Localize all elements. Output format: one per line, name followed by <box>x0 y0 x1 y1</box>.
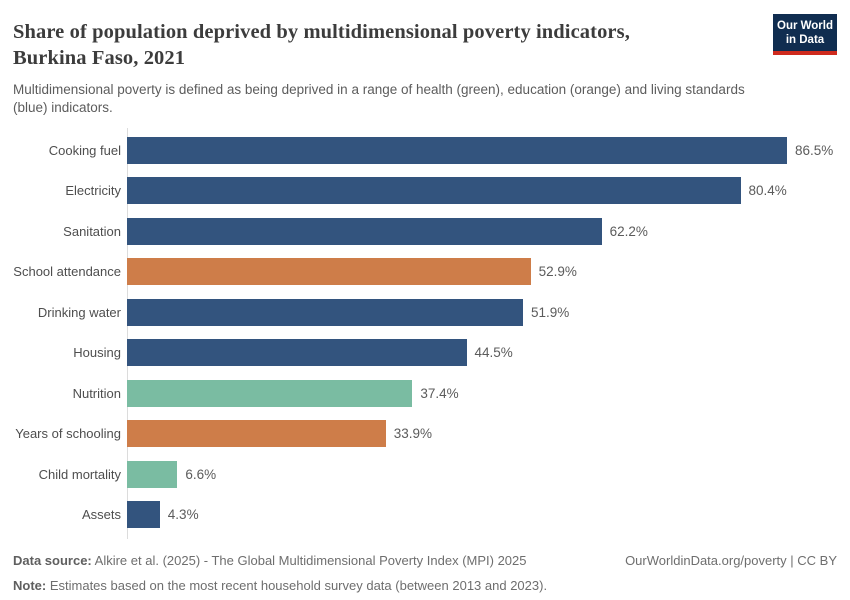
bar-label: School attendance <box>13 264 121 280</box>
owid-logo-line1: Our World <box>777 20 834 32</box>
note-line: Note: Estimates based on the most recent… <box>13 573 837 598</box>
bar-value: 51.9% <box>531 304 570 320</box>
chart-header: Share of population deprived by multidim… <box>0 0 850 117</box>
note-label: Note: <box>13 578 47 593</box>
bar-value: 80.4% <box>748 183 787 199</box>
bar-row: Drinking water 51.9% <box>0 292 850 333</box>
data-source-text: Alkire et al. (2025) - The Global Multid… <box>94 553 527 568</box>
bar-row: Nutrition 37.4% <box>0 373 850 414</box>
chart-subtitle-line2: (blue) indicators. <box>13 100 113 115</box>
y-axis-line <box>127 128 128 539</box>
data-source-line: Data source: Alkire et al. (2025) - The … <box>13 548 527 573</box>
bar-area: 86.5% <box>127 136 850 164</box>
bar[interactable] <box>127 501 160 529</box>
bar[interactable] <box>127 217 602 245</box>
bar-area: 33.9% <box>127 420 850 448</box>
bar-label: Sanitation <box>63 223 121 239</box>
bar-area: 44.5% <box>127 339 850 367</box>
owid-logo[interactable]: Our World in Data <box>773 14 837 55</box>
bar-value: 37.4% <box>420 385 459 401</box>
bar-area: 62.2% <box>127 217 850 245</box>
bar-label: Child mortality <box>38 466 121 482</box>
footer-source-row: Data source: Alkire et al. (2025) - The … <box>13 548 837 573</box>
bar[interactable] <box>127 258 531 286</box>
bar-value: 52.9% <box>538 264 577 280</box>
bar-label: Assets <box>81 507 121 523</box>
bar-value: 44.5% <box>474 345 513 361</box>
bar-row: Sanitation 62.2% <box>0 211 850 252</box>
bar[interactable] <box>127 298 523 326</box>
bar[interactable] <box>127 420 386 448</box>
bar[interactable] <box>127 177 741 205</box>
bar-label: Years of schooling <box>15 426 121 442</box>
header-titles: Share of population deprived by multidim… <box>13 14 745 117</box>
bar[interactable] <box>127 136 787 164</box>
bar[interactable] <box>127 460 178 488</box>
bar-value: 62.2% <box>609 223 648 239</box>
bar-row: Child mortality 6.6% <box>0 454 850 495</box>
bar-label: Nutrition <box>72 385 121 401</box>
bar-area: 4.3% <box>127 501 850 529</box>
bar-rows: Cooking fuel 86.5% Electricity 80.4% San… <box>0 130 850 535</box>
bar-area: 51.9% <box>127 298 850 326</box>
bar-row: Assets 4.3% <box>0 495 850 536</box>
bar[interactable] <box>127 339 467 367</box>
bar-label: Housing <box>73 345 121 361</box>
bar-value: 33.9% <box>393 426 432 442</box>
chart-subtitle-line1: Multidimensional poverty is defined as b… <box>13 82 745 97</box>
bar-area: 52.9% <box>127 258 850 286</box>
bar-row: Housing 44.5% <box>0 333 850 374</box>
owid-logo-line2: in Data <box>785 34 825 46</box>
bar-label: Electricity <box>65 183 121 199</box>
bar-area: 37.4% <box>127 379 850 407</box>
bar-row: School attendance 52.9% <box>0 252 850 293</box>
bar-label: Drinking water <box>37 304 121 320</box>
bar-row: Cooking fuel 86.5% <box>0 130 850 171</box>
bar-value: 86.5% <box>795 142 834 158</box>
owid-license-link[interactable]: OurWorldinData.org/poverty | CC BY <box>625 553 837 568</box>
bar-row: Years of schooling 33.9% <box>0 414 850 455</box>
page-title-line1: Share of population deprived by multidim… <box>13 21 630 43</box>
bar-chart: Cooking fuel 86.5% Electricity 80.4% San… <box>0 128 850 539</box>
bar-label: Cooking fuel <box>48 142 121 158</box>
bar-area: 80.4% <box>127 177 850 205</box>
data-source-label: Data source: <box>13 553 92 568</box>
page-title: Share of population deprived by multidim… <box>13 19 745 71</box>
bar-row: Electricity 80.4% <box>0 171 850 212</box>
note-text: Estimates based on the most recent house… <box>49 578 548 593</box>
page-title-line2: Burkina Faso, 2021 <box>13 47 186 69</box>
chart-subtitle: Multidimensional poverty is defined as b… <box>13 81 745 117</box>
bar-area: 6.6% <box>127 460 850 488</box>
chart-footer: Data source: Alkire et al. (2025) - The … <box>0 548 850 598</box>
bar[interactable] <box>127 379 413 407</box>
bar-value: 6.6% <box>185 466 217 482</box>
bar-value: 4.3% <box>167 507 199 523</box>
